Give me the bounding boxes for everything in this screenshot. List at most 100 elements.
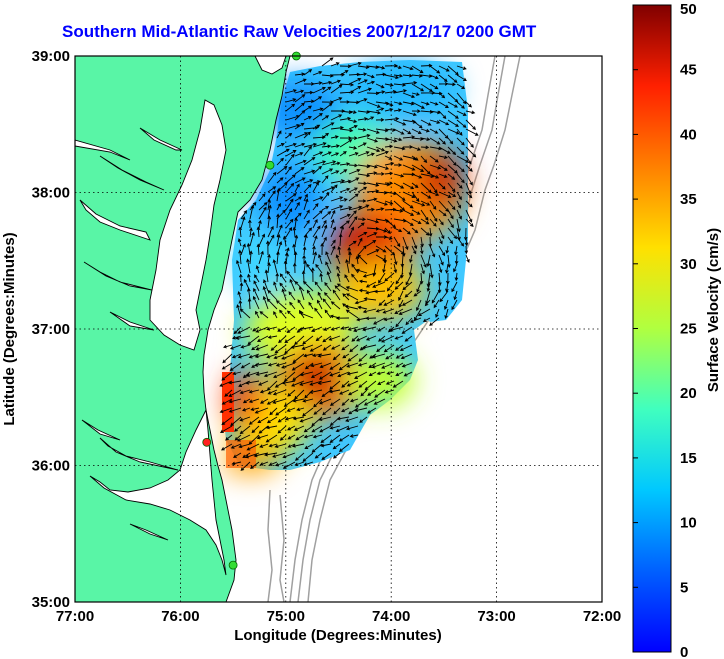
velocity-arrow [256, 335, 269, 342]
velocity-arrow [464, 236, 469, 247]
velocity-arrow [339, 162, 351, 166]
velocity-arrow [238, 273, 243, 283]
velocity-arrow [384, 155, 393, 160]
velocity-arrow [285, 198, 294, 211]
velocity-arrow [420, 101, 430, 106]
velocity-arrow [357, 98, 368, 103]
velocity-arrow [266, 298, 278, 310]
velocity-arrow [438, 245, 446, 257]
velocity-arrow [366, 197, 378, 202]
velocity-arrow [239, 389, 251, 395]
velocity-arrow [447, 236, 454, 245]
velocity-arrow [395, 344, 404, 351]
velocity-arrow [303, 145, 312, 157]
velocity-arrow [348, 136, 358, 140]
velocity-arrow [282, 461, 296, 469]
velocity-arrow [366, 128, 380, 134]
velocity-arrow [267, 171, 277, 184]
velocity-arrow [297, 299, 305, 310]
velocity-arrow [465, 173, 473, 186]
velocity-arrow [330, 218, 335, 229]
velocity-arrow [294, 78, 307, 85]
velocity-arrow [304, 443, 314, 449]
velocity-arrow [438, 209, 447, 217]
velocity-arrow [285, 218, 294, 229]
velocity-arrow [447, 164, 458, 174]
velocity-arrow [465, 164, 473, 172]
velocity-arrow [232, 371, 242, 376]
velocity-arrow [324, 282, 332, 292]
velocity-arrow [373, 398, 386, 405]
velocity-arrow [255, 265, 260, 274]
velocity-arrow [317, 380, 332, 385]
velocity-arrow [276, 165, 288, 175]
velocity-arrow [365, 281, 377, 288]
velocity-arrow [411, 191, 420, 203]
velocity-arrow [437, 281, 442, 294]
velocity-arrow [429, 119, 441, 124]
velocity-arrow [281, 362, 296, 369]
velocity-arrow [367, 407, 377, 414]
velocity-arrow [456, 92, 467, 105]
velocity-arrow [375, 245, 387, 253]
velocity-arrow [375, 150, 389, 157]
velocity-arrow [465, 191, 473, 199]
velocity-arrow [438, 101, 449, 108]
velocity-arrow [383, 344, 395, 353]
velocity-arrow [287, 425, 296, 431]
velocity-arrow [456, 236, 465, 247]
colorbar-tick-label: 15 [680, 450, 697, 467]
velocity-arrow [318, 398, 332, 405]
velocity-arrow [447, 227, 458, 240]
velocity-arrow [393, 146, 406, 151]
velocity-arrow [429, 218, 437, 227]
velocity-arrow [299, 312, 314, 319]
velocity-arrow [329, 434, 341, 443]
velocity-arrow [384, 227, 391, 234]
velocity-arrow [285, 150, 297, 157]
velocity-arrow [223, 344, 233, 349]
velocity-arrow [275, 272, 280, 283]
velocity-arrow [329, 425, 341, 430]
velocity-arrow [438, 263, 443, 274]
velocity-arrow [356, 317, 368, 322]
velocity-arrow [402, 227, 411, 235]
velocity-arrow [420, 254, 427, 268]
velocity-arrow [429, 155, 439, 163]
velocity-arrow [240, 216, 246, 229]
velocity-arrow [420, 245, 424, 255]
velocity-arrow [240, 344, 251, 349]
velocity-arrow [318, 254, 323, 265]
velocity-arrow [393, 128, 405, 135]
velocity-arrow [357, 245, 367, 256]
radar-stations [202, 51, 301, 570]
velocity-arrow [411, 155, 419, 161]
velocity-arrow [456, 146, 465, 155]
velocity-arrow [311, 443, 323, 453]
velocity-arrow [312, 210, 323, 220]
velocity-arrow [357, 133, 371, 139]
velocity-arrow [456, 182, 463, 189]
velocity-arrow [456, 137, 465, 146]
velocity-arrow [393, 254, 398, 266]
velocity-arrow [321, 210, 332, 220]
radar-station-marker [228, 560, 238, 570]
velocity-arrow [276, 177, 284, 184]
velocity-arrow [319, 362, 332, 369]
velocity-arrow [438, 218, 444, 226]
velocity-arrow [411, 173, 423, 179]
velocity-arrow [366, 218, 380, 224]
velocity-arrow [245, 380, 260, 385]
velocity-arrow [351, 263, 359, 274]
velocity-arrow [248, 389, 260, 394]
velocity-arrow [447, 110, 459, 119]
velocity-arrow [435, 308, 440, 318]
velocity-arrow [345, 425, 359, 431]
velocity-arrow [393, 182, 405, 189]
velocity-arrow [438, 164, 448, 171]
velocity-arrow [250, 407, 260, 412]
velocity-arrow [447, 182, 456, 193]
velocity-arrow [426, 281, 431, 292]
velocity-arrow [329, 380, 341, 390]
velocity-arrow [356, 335, 368, 342]
